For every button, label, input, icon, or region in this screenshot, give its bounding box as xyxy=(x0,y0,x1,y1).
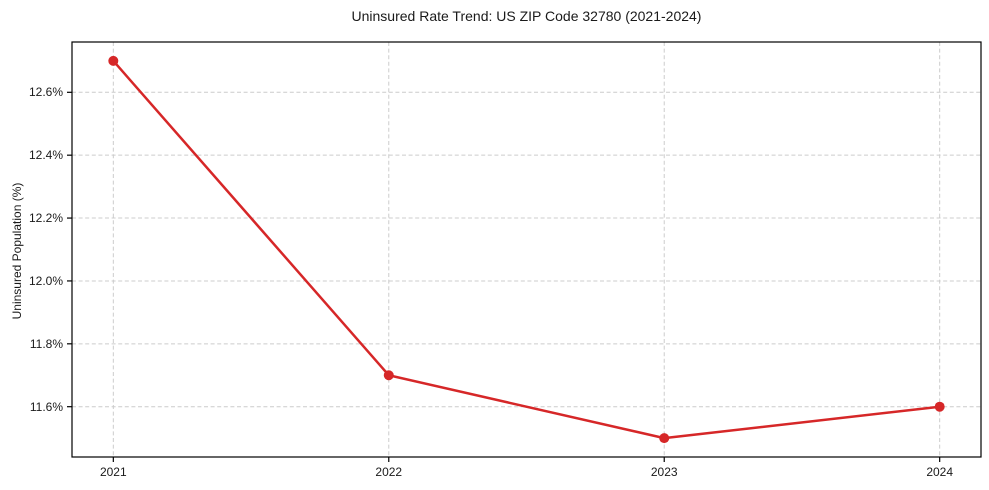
chart-title: Uninsured Rate Trend: US ZIP Code 32780 … xyxy=(351,8,702,24)
data-point-2022 xyxy=(383,370,394,381)
y-tick-label: 11.6% xyxy=(29,399,63,414)
y-tick-label: 12.2% xyxy=(28,211,63,226)
axis-tick-marks xyxy=(67,91,941,462)
y-tick-label: 12.4% xyxy=(28,148,63,163)
plot-border xyxy=(71,41,982,458)
x-tick-label: 2021 xyxy=(99,465,127,479)
x-tick-label: 2023 xyxy=(650,465,678,479)
x-tick-label: 2024 xyxy=(926,465,954,479)
grid-lines xyxy=(72,42,981,457)
data-point-2024 xyxy=(934,401,945,412)
x-tick-label: 2022 xyxy=(375,465,403,479)
data-point-2023 xyxy=(659,433,670,444)
trend-line-series xyxy=(108,55,945,444)
data-point-2021 xyxy=(108,55,119,66)
y-tick-label: 11.8% xyxy=(29,336,63,351)
y-tick-label: 12.6% xyxy=(28,85,63,100)
y-tick-label: 12.0% xyxy=(28,273,63,288)
